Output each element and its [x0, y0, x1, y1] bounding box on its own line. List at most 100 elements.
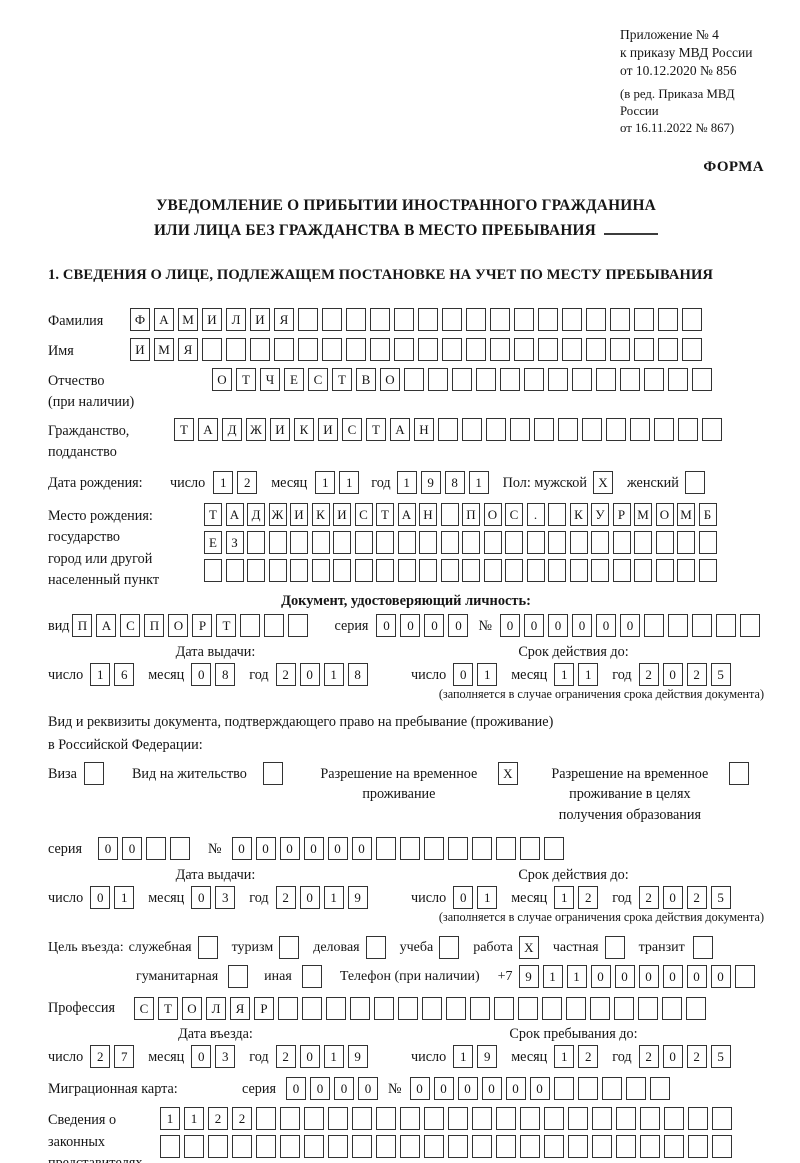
char-box[interactable]: 0	[98, 837, 118, 861]
char-box[interactable]: 1	[554, 663, 575, 687]
char-box[interactable]	[486, 417, 506, 441]
char-box[interactable]: Ж	[268, 503, 287, 527]
char-box[interactable]: М	[634, 503, 652, 527]
char-box[interactable]: 0	[285, 1077, 306, 1101]
char-box[interactable]: 0	[231, 837, 252, 861]
char-box[interactable]	[422, 997, 442, 1021]
char-box[interactable]	[418, 308, 438, 332]
char-box[interactable]	[483, 559, 502, 583]
char-box[interactable]	[616, 1107, 636, 1131]
char-box[interactable]: 0	[572, 614, 592, 638]
char-box[interactable]: 0	[686, 965, 707, 989]
char-box[interactable]: О	[212, 367, 232, 391]
char-box[interactable]: 1	[114, 886, 135, 910]
char-box[interactable]: 0	[279, 837, 300, 861]
char-box[interactable]	[604, 936, 625, 960]
char-box[interactable]	[688, 1135, 708, 1159]
char-box[interactable]: Я	[178, 337, 198, 361]
char-box[interactable]: Р	[192, 614, 213, 638]
char-box[interactable]	[686, 997, 706, 1021]
char-box[interactable]: 2	[275, 1045, 296, 1069]
char-box[interactable]	[424, 1107, 444, 1131]
char-box[interactable]	[232, 1135, 252, 1159]
char-box[interactable]	[279, 936, 300, 960]
char-box[interactable]	[548, 531, 566, 555]
char-box[interactable]	[538, 308, 558, 332]
char-box[interactable]: П	[462, 503, 480, 527]
char-box[interactable]	[606, 417, 626, 441]
char-box[interactable]: 9	[347, 886, 368, 910]
char-box[interactable]: Р	[612, 503, 631, 527]
char-box[interactable]	[374, 997, 394, 1021]
char-box[interactable]: 8	[215, 663, 236, 687]
char-box[interactable]	[586, 337, 606, 361]
char-box[interactable]	[476, 367, 496, 391]
char-box[interactable]	[354, 559, 373, 583]
char-box[interactable]: Т	[366, 417, 386, 441]
char-box[interactable]	[226, 337, 246, 361]
char-box[interactable]: 1	[213, 471, 234, 495]
char-box[interactable]	[280, 1107, 300, 1131]
char-box[interactable]: 2	[638, 886, 659, 910]
char-box[interactable]: 0	[357, 1077, 378, 1101]
char-box[interactable]	[428, 367, 448, 391]
char-box[interactable]: 2	[232, 1107, 252, 1131]
char-box[interactable]	[610, 337, 630, 361]
char-box[interactable]: 0	[614, 965, 635, 989]
char-box[interactable]: 2	[275, 886, 296, 910]
char-box[interactable]	[304, 1107, 324, 1131]
char-box[interactable]: 0	[433, 1077, 454, 1101]
char-box[interactable]: И	[333, 503, 351, 527]
char-box[interactable]: 2	[237, 471, 258, 495]
char-box[interactable]: 1	[554, 1045, 575, 1069]
char-box[interactable]: 0	[453, 886, 474, 910]
char-box[interactable]: И	[270, 417, 290, 441]
char-box[interactable]	[304, 1135, 324, 1159]
char-box[interactable]: 0	[662, 1045, 683, 1069]
char-box[interactable]	[328, 1135, 348, 1159]
char-box[interactable]	[446, 997, 466, 1021]
char-box[interactable]: 1	[477, 886, 498, 910]
char-box[interactable]: Т	[204, 503, 222, 527]
char-box[interactable]: М	[154, 337, 174, 361]
char-box[interactable]	[630, 417, 650, 441]
char-box[interactable]: Т	[158, 997, 178, 1021]
char-box[interactable]: 9	[477, 1045, 498, 1069]
char-box[interactable]	[240, 614, 261, 638]
char-box[interactable]	[247, 531, 265, 555]
char-box[interactable]	[399, 837, 420, 861]
char-box[interactable]: 2	[578, 886, 599, 910]
char-box[interactable]	[268, 559, 287, 583]
char-box[interactable]: И	[290, 503, 308, 527]
char-box[interactable]: О	[168, 614, 189, 638]
char-box[interactable]	[483, 531, 502, 555]
char-box[interactable]	[572, 367, 592, 391]
char-box[interactable]	[448, 1135, 468, 1159]
char-box[interactable]	[496, 1135, 516, 1159]
char-box[interactable]: Д	[247, 503, 265, 527]
char-box[interactable]: 0	[596, 614, 616, 638]
char-box[interactable]	[682, 337, 702, 361]
char-box[interactable]	[592, 1135, 612, 1159]
char-box[interactable]	[439, 936, 460, 960]
char-box[interactable]: 0	[191, 1045, 212, 1069]
char-box[interactable]: 0	[409, 1077, 430, 1101]
char-box[interactable]	[333, 559, 351, 583]
char-box[interactable]: П	[144, 614, 165, 638]
char-box[interactable]: 0	[299, 1045, 320, 1069]
char-box[interactable]	[290, 531, 308, 555]
char-box[interactable]: 0	[122, 837, 142, 861]
char-box[interactable]	[544, 1107, 564, 1131]
char-box[interactable]: С	[505, 503, 523, 527]
char-box[interactable]	[634, 559, 652, 583]
char-box[interactable]	[664, 1107, 684, 1131]
char-box[interactable]	[654, 417, 674, 441]
char-box[interactable]: Т	[174, 417, 194, 441]
char-box[interactable]	[333, 531, 351, 555]
char-box[interactable]	[375, 837, 396, 861]
char-box[interactable]: Я	[274, 308, 294, 332]
char-box[interactable]: А	[96, 614, 117, 638]
char-box[interactable]: Ж	[246, 417, 266, 441]
char-box[interactable]	[590, 997, 610, 1021]
char-box[interactable]	[298, 308, 318, 332]
